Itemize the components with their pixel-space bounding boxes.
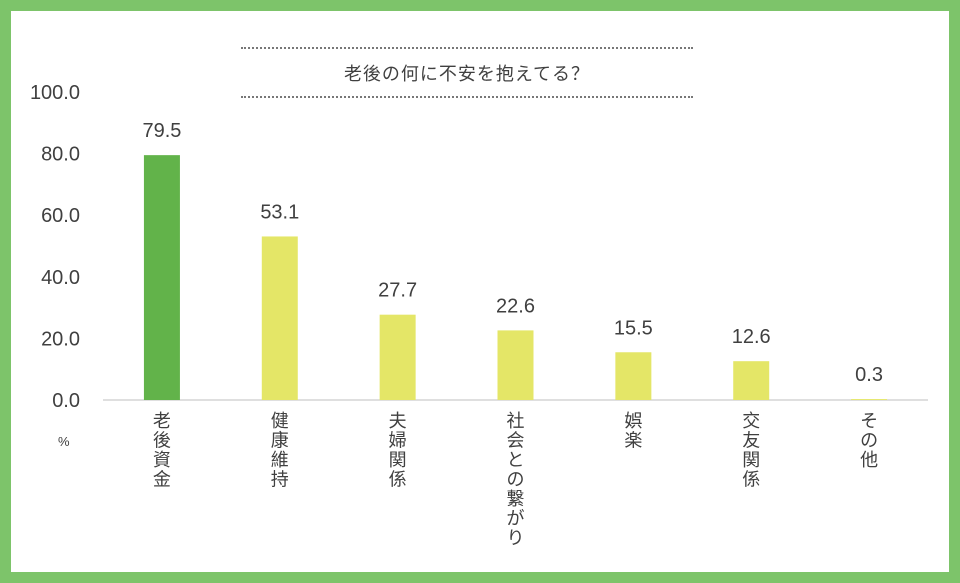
bar xyxy=(733,361,770,400)
category-label: 社会との繋がり xyxy=(507,411,525,549)
bar xyxy=(851,399,888,400)
y-axis-unit: % xyxy=(58,434,70,449)
data-label: 0.3 xyxy=(855,364,883,386)
bar xyxy=(261,236,298,400)
bar xyxy=(379,314,416,400)
y-tick-label: 80.0 xyxy=(41,144,80,166)
bar xyxy=(497,330,534,400)
y-tick-label: 20.0 xyxy=(41,328,80,350)
y-axis-ticks: 0.0 20.0 40.0 60.0 80.0 100.0 xyxy=(30,82,80,412)
data-label: 27.7 xyxy=(378,280,417,302)
y-tick-label: 40.0 xyxy=(41,267,80,289)
bar xyxy=(143,155,180,400)
data-label: 79.5 xyxy=(142,120,181,142)
data-label: 12.6 xyxy=(732,326,771,348)
category-label: 健康維持 xyxy=(271,411,289,491)
category-label: 夫婦関係 xyxy=(389,411,407,491)
y-tick-label: 60.0 xyxy=(41,205,80,227)
data-label: 22.6 xyxy=(496,295,535,317)
bars xyxy=(143,155,888,400)
category-label: その他 xyxy=(860,411,878,471)
y-tick-label: 100.0 xyxy=(30,82,80,104)
bar xyxy=(615,352,652,400)
category-label: 老後資金 xyxy=(153,411,171,491)
data-label: 15.5 xyxy=(614,317,653,339)
chart-title: 老後の何に不安を抱えてる？ xyxy=(241,47,693,98)
category-label: 交友関係 xyxy=(742,411,760,491)
category-label: 娯楽 xyxy=(624,411,642,452)
category-labels: 老後資金 健康維持 夫婦関係 社会との繋がり 娯楽 交友関係 その他 xyxy=(153,411,878,549)
data-labels: 79.5 53.1 27.7 22.6 15.5 12.6 0.3 xyxy=(142,120,883,386)
data-label: 53.1 xyxy=(260,201,299,223)
y-tick-label: 0.0 xyxy=(52,390,80,412)
